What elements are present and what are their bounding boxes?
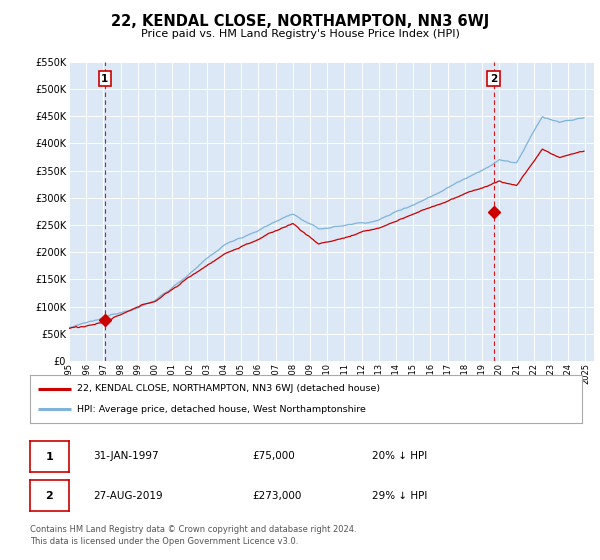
Text: 20% ↓ HPI: 20% ↓ HPI (372, 451, 427, 461)
Text: 29% ↓ HPI: 29% ↓ HPI (372, 491, 427, 501)
Text: £75,000: £75,000 (252, 451, 295, 461)
Text: Price paid vs. HM Land Registry's House Price Index (HPI): Price paid vs. HM Land Registry's House … (140, 29, 460, 39)
Text: 22, KENDAL CLOSE, NORTHAMPTON, NN3 6WJ: 22, KENDAL CLOSE, NORTHAMPTON, NN3 6WJ (111, 14, 489, 29)
Text: 22, KENDAL CLOSE, NORTHAMPTON, NN3 6WJ (detached house): 22, KENDAL CLOSE, NORTHAMPTON, NN3 6WJ (… (77, 384, 380, 393)
Text: 1: 1 (101, 73, 109, 83)
Text: 2: 2 (490, 73, 497, 83)
Text: £273,000: £273,000 (252, 491, 301, 501)
Text: Contains HM Land Registry data © Crown copyright and database right 2024.
This d: Contains HM Land Registry data © Crown c… (30, 525, 356, 545)
Text: 1: 1 (46, 452, 53, 461)
Text: 31-JAN-1997: 31-JAN-1997 (93, 451, 158, 461)
Text: 2: 2 (46, 491, 53, 501)
Text: 27-AUG-2019: 27-AUG-2019 (93, 491, 163, 501)
Text: HPI: Average price, detached house, West Northamptonshire: HPI: Average price, detached house, West… (77, 405, 366, 414)
